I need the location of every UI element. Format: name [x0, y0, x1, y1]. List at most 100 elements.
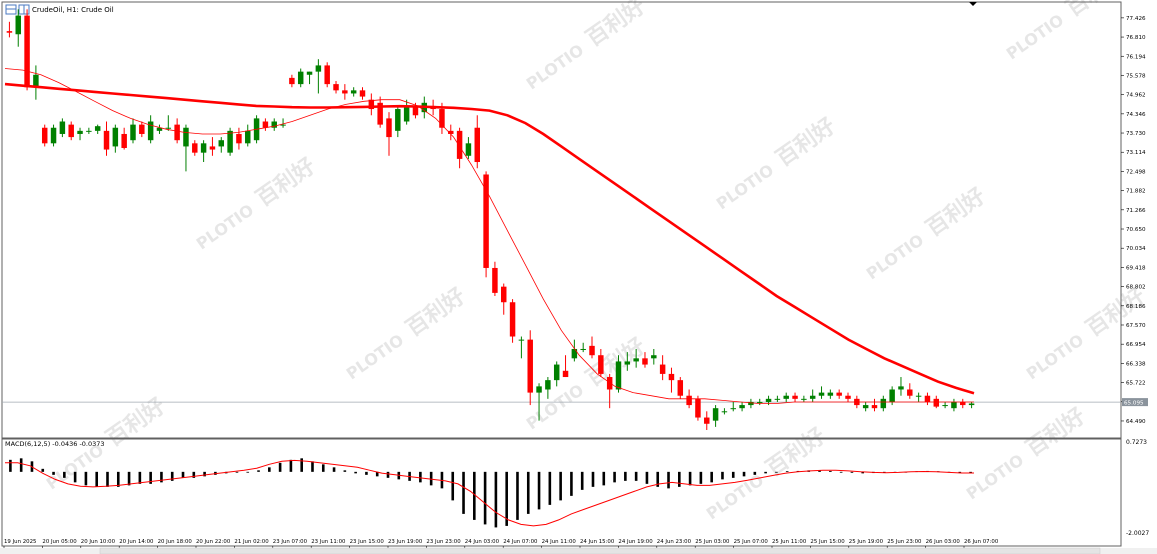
time-tick-label: 25 Jun 19:00: [849, 539, 884, 545]
candle-body: [748, 401, 754, 406]
macd-bar: [667, 471, 670, 489]
macd-bar: [462, 471, 465, 514]
candle-body: [898, 386, 904, 390]
watermark-chinese: 百利好: [101, 393, 170, 452]
candle-body: [86, 130, 92, 132]
macd-layer: [5, 458, 974, 528]
macd-signal-line: [5, 459, 974, 527]
candle-body: [68, 124, 74, 138]
candle-body: [24, 15, 30, 88]
candle-body: [289, 77, 295, 85]
moving-averages-layer: [4, 68, 975, 404]
price-tick-label: 75.578: [1126, 73, 1146, 79]
candle-body: [315, 65, 322, 72]
time-tick-label: 24 Jun 03:00: [465, 539, 500, 545]
price-tick-label: 64.490: [1126, 419, 1146, 425]
macd-bar: [613, 471, 616, 483]
ma-slow-line: [4, 82, 975, 395]
time-tick-label: 25 Jun 23:00: [887, 539, 922, 545]
candle-body: [721, 411, 728, 413]
price-tick-label: 72.498: [1126, 169, 1146, 175]
candle-body: [501, 286, 507, 303]
candle-body: [386, 118, 392, 138]
macd-bottom-label: -2.0027: [1126, 530, 1149, 537]
price-tick-label: 71.266: [1126, 208, 1146, 214]
time-tick-label: 26 Jun 03:00: [926, 539, 961, 545]
candle-body: [668, 373, 675, 381]
candle-body: [809, 395, 816, 399]
watermark-brand: PLOTIO: [523, 40, 587, 93]
macd-label: MACD(6,12,5) -0.0436 -0.0373: [5, 440, 105, 448]
time-tick-label: 23 Jun 23:00: [426, 539, 461, 545]
watermark-chinese: 百利好: [921, 183, 990, 242]
macd-bar: [63, 471, 66, 478]
watermark-chinese: 百利好: [1021, 403, 1090, 462]
current-price-tag: [1122, 398, 1148, 407]
candle-body: [792, 395, 798, 399]
time-tick-label: 24 Jun 15:00: [580, 539, 615, 545]
candle-body: [659, 364, 666, 374]
candles-layer: [6, 9, 975, 430]
price-tick-label: 69.418: [1126, 265, 1146, 271]
candle-body: [968, 403, 975, 406]
candle-body: [924, 395, 931, 402]
price-tick-label: 74.346: [1126, 112, 1146, 118]
candle-body: [368, 99, 375, 110]
time-tick-label: 20 Jun 22:00: [196, 539, 231, 545]
candle-body: [403, 105, 410, 122]
price-tick-label: 70.650: [1126, 227, 1146, 233]
candle-body: [818, 392, 825, 396]
candle-body: [262, 121, 269, 128]
candle-body: [412, 105, 419, 116]
time-tick-label: 25 Jun 11:00: [772, 539, 807, 545]
watermark-chinese: 百利好: [251, 153, 320, 212]
price-tick-label: 70.034: [1126, 246, 1146, 252]
macd-bar: [127, 471, 131, 486]
candle-body: [218, 140, 225, 147]
time-tick-label: 20 Jun 14:00: [119, 539, 154, 545]
candle-body: [509, 302, 516, 337]
candle-body: [518, 339, 525, 341]
macd-bar: [731, 471, 735, 478]
candle-body: [712, 408, 719, 421]
macd-top-label: 0.7273: [1126, 439, 1147, 446]
time-tick-label: 23 Jun 07:00: [273, 539, 308, 545]
watermark-brand: PLOTIO: [1023, 330, 1087, 383]
macd-bar: [149, 471, 152, 484]
candle-body: [862, 405, 869, 409]
candle-body: [642, 358, 648, 365]
candle-body: [951, 401, 957, 409]
shift-marker-icon[interactable]: [969, 2, 977, 6]
macd-bar: [321, 464, 325, 472]
candle-body: [359, 90, 366, 97]
candle-body: [200, 143, 207, 153]
macd-bar: [570, 471, 573, 496]
price-tick-label: 67.570: [1126, 323, 1146, 329]
price-tick-label: 68.186: [1126, 304, 1146, 310]
macd-bar: [116, 471, 120, 487]
watermark-chinese: 百利好: [581, 0, 650, 52]
candle-body: [756, 401, 763, 403]
candle-body: [174, 124, 180, 141]
macd-bar: [839, 471, 843, 473]
candle-body: [465, 143, 472, 156]
current-price-label: 65.095: [1124, 401, 1144, 407]
watermark-brand: PLOTIO: [963, 450, 1027, 503]
scrollbar-thumb[interactable]: [99, 547, 1101, 554]
candle-body: [915, 395, 922, 397]
candle-body: [165, 127, 172, 129]
macd-bar: [9, 459, 12, 472]
time-tick-label: 24 Jun 19:00: [618, 539, 653, 545]
candle-body: [677, 380, 684, 396]
time-tick-label: 24 Jun 11:00: [542, 539, 577, 545]
price-tick-label: 65.722: [1126, 381, 1146, 387]
macd-bar: [721, 471, 724, 480]
candle-body: [695, 398, 701, 418]
candle-body: [297, 71, 304, 85]
